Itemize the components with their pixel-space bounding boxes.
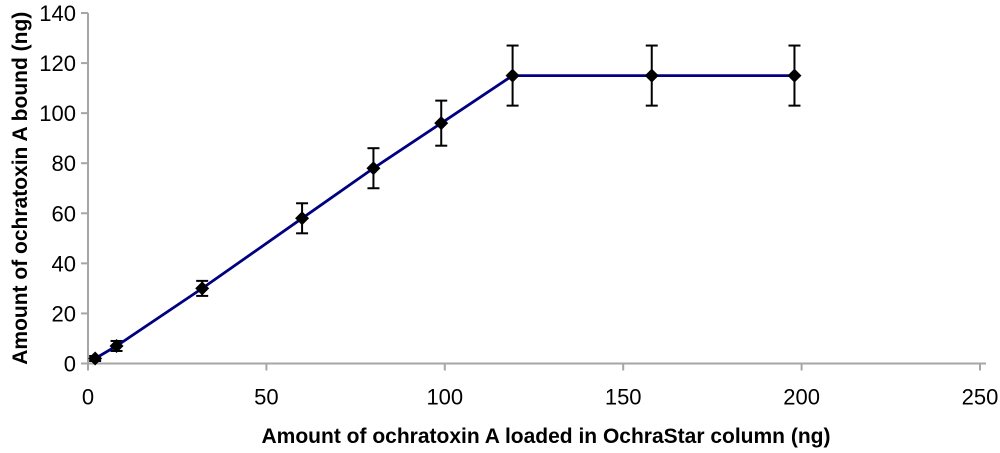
x-tick-label: 200 bbox=[783, 385, 820, 410]
x-tick-label: 50 bbox=[254, 385, 278, 410]
x-tick-label: 100 bbox=[426, 385, 463, 410]
x-axis-title: Amount of ochratoxin A loaded in OchraSt… bbox=[262, 425, 831, 448]
data-point-marker bbox=[109, 338, 124, 353]
x-tick-label: 150 bbox=[605, 385, 642, 410]
data-point-marker bbox=[195, 281, 210, 296]
y-tick-label: 100 bbox=[39, 101, 76, 126]
y-tick-label: 0 bbox=[64, 352, 76, 377]
x-tick-label: 250 bbox=[962, 385, 999, 410]
data-point-marker bbox=[787, 68, 802, 83]
y-tick-label: 80 bbox=[52, 151, 76, 176]
y-tick-label: 120 bbox=[39, 51, 76, 76]
y-tick-label: 40 bbox=[52, 251, 76, 276]
data-point-marker bbox=[88, 351, 103, 366]
data-point-marker bbox=[295, 211, 310, 226]
data-point-marker bbox=[505, 68, 520, 83]
series-line bbox=[94, 74, 795, 360]
y-tick-label: 20 bbox=[52, 301, 76, 326]
y-axis-title: Amount of ochratoxin A bound (ng) bbox=[9, 12, 32, 365]
y-tick-label: 140 bbox=[39, 1, 76, 26]
data-point-marker bbox=[644, 68, 659, 83]
data-point-marker bbox=[434, 116, 449, 131]
data-point-marker bbox=[366, 161, 381, 176]
x-tick-label: 0 bbox=[82, 385, 94, 410]
y-tick-label: 60 bbox=[52, 201, 76, 226]
